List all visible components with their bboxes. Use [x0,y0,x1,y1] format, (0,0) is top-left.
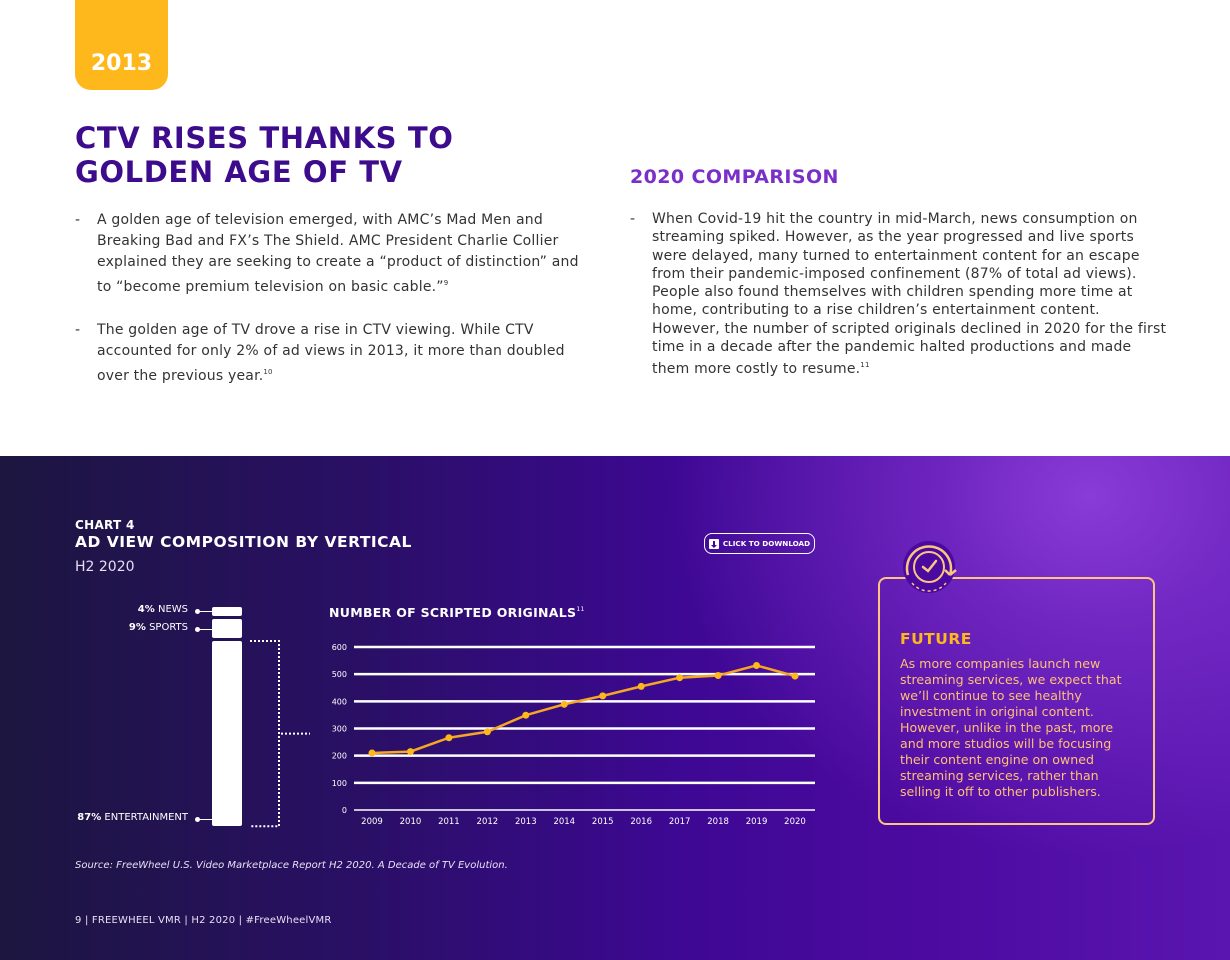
data-point-2017 [676,674,684,682]
right-bullet-list: - When Covid-19 hit the country in mid-M… [630,210,1170,379]
data-point-2016 [637,682,645,690]
bullet-text: The golden age of TV drove a rise in CTV… [97,322,565,384]
footnote-ref: 11 [576,606,585,613]
data-point-2009 [368,749,376,757]
stack-label-sports: 9% SPORTS [128,622,188,633]
page-footer: 9 | FREEWHEEL VMR | H2 2020 | #FreeWheel… [75,915,332,926]
data-point-2013 [522,711,530,719]
bullet-text: A golden age of television emerged, with… [97,212,579,295]
bullet-dash: - [75,322,81,338]
year-tab-label: 2013 [90,51,153,76]
download-icon [708,538,719,549]
stack-segment-entertainment [212,640,242,826]
chart-title: AD VIEW COMPOSITION BY VERTICAL [75,533,412,551]
line-chart: 0 100 200 300 400 500 600 2009 2010 2011 2012 2013 2… [332,643,815,827]
y-tick-label: 500 [332,670,347,679]
clock-refresh-icon [903,541,957,593]
line-chart-title-text: NUMBER OF SCRIPTED ORIGINALS [329,605,577,620]
future-panel [878,577,1155,825]
data-point-2011 [445,734,453,742]
data-point-2010 [406,748,414,756]
data-point-2018 [714,672,722,680]
x-tick-label: 2011 [438,817,460,827]
y-tick-label: 0 [342,806,347,815]
y-tick-label: 400 [332,697,347,706]
stack-segment-news [212,607,242,616]
year-tab: 2013 [75,0,168,90]
future-title: FUTURE [900,630,972,648]
data-point-2015 [599,692,607,700]
comparison-title: 2020 COMPARISON [630,166,839,188]
stack-leader-line [199,819,212,820]
y-tick-label: 200 [332,752,347,761]
bullet-item: - A golden age of television emerged, wi… [75,210,580,298]
y-tick-label: 100 [332,779,347,788]
x-tick-label: 2016 [630,817,652,827]
stack-leader-line [199,611,212,612]
footnote-ref: 9 [443,279,449,287]
x-tick-label: 2020 [784,817,806,827]
x-tick-label: 2009 [361,817,383,827]
x-tick-label: 2012 [477,817,499,827]
x-tick-label: 2010 [400,817,422,827]
chart-band [0,456,1230,960]
y-tick-label: 300 [332,725,347,734]
x-tick-label: 2015 [592,817,614,827]
footnote-ref: 10 [263,368,273,376]
data-point-2012 [483,728,491,736]
chart-kicker: CHART 4 [75,518,135,532]
footnote-ref: 11 [860,361,870,370]
x-tick-label: 2013 [515,817,537,827]
data-point-2014 [560,700,568,708]
bracket-connector [250,639,310,827]
download-label: CLICK TO DOWNLOAD [722,539,811,548]
bullet-dash: - [630,211,636,227]
chart-subtitle: H2 2020 [75,559,135,575]
data-point-2020 [791,672,799,680]
bullet-item: - The golden age of TV drove a rise in C… [75,320,580,387]
data-point-2019 [753,661,761,669]
bullet-dash: - [75,212,81,228]
x-tick-label: 2019 [746,817,768,827]
x-tick-label: 2018 [707,817,729,827]
stack-leader-dot [195,627,200,632]
left-bullet-list: - A golden age of television emerged, wi… [75,210,580,387]
stack-segment-sports [212,618,242,638]
y-tick-label: 600 [332,643,347,652]
future-text: As more companies launch new streaming s… [900,656,1122,799]
stack-leader-dot [195,609,200,614]
stack-leader-dot [195,817,200,822]
source-note: Source: FreeWheel U.S. Video Marketplace… [75,860,508,871]
bullet-text: When Covid-19 hit the country in mid-Mar… [652,211,1167,378]
stack-label-entertainment: 87% ENTERTAINMENT [77,812,188,823]
series-line-scripted-originals [371,664,796,755]
stack-label-news: 4% NEWS [137,604,188,615]
x-tick-label: 2017 [669,817,691,827]
stack-leader-line [199,629,212,630]
page-title: CTV RISES THANKS TO GOLDEN AGE OF TV [75,121,454,189]
line-chart-title: NUMBER OF SCRIPTED ORIGINALS11 [329,605,585,620]
download-button[interactable]: CLICK TO DOWNLOAD [704,533,815,554]
bullet-item: - When Covid-19 hit the country in mid-M… [630,210,1170,379]
x-tick-label: 2014 [553,817,575,827]
